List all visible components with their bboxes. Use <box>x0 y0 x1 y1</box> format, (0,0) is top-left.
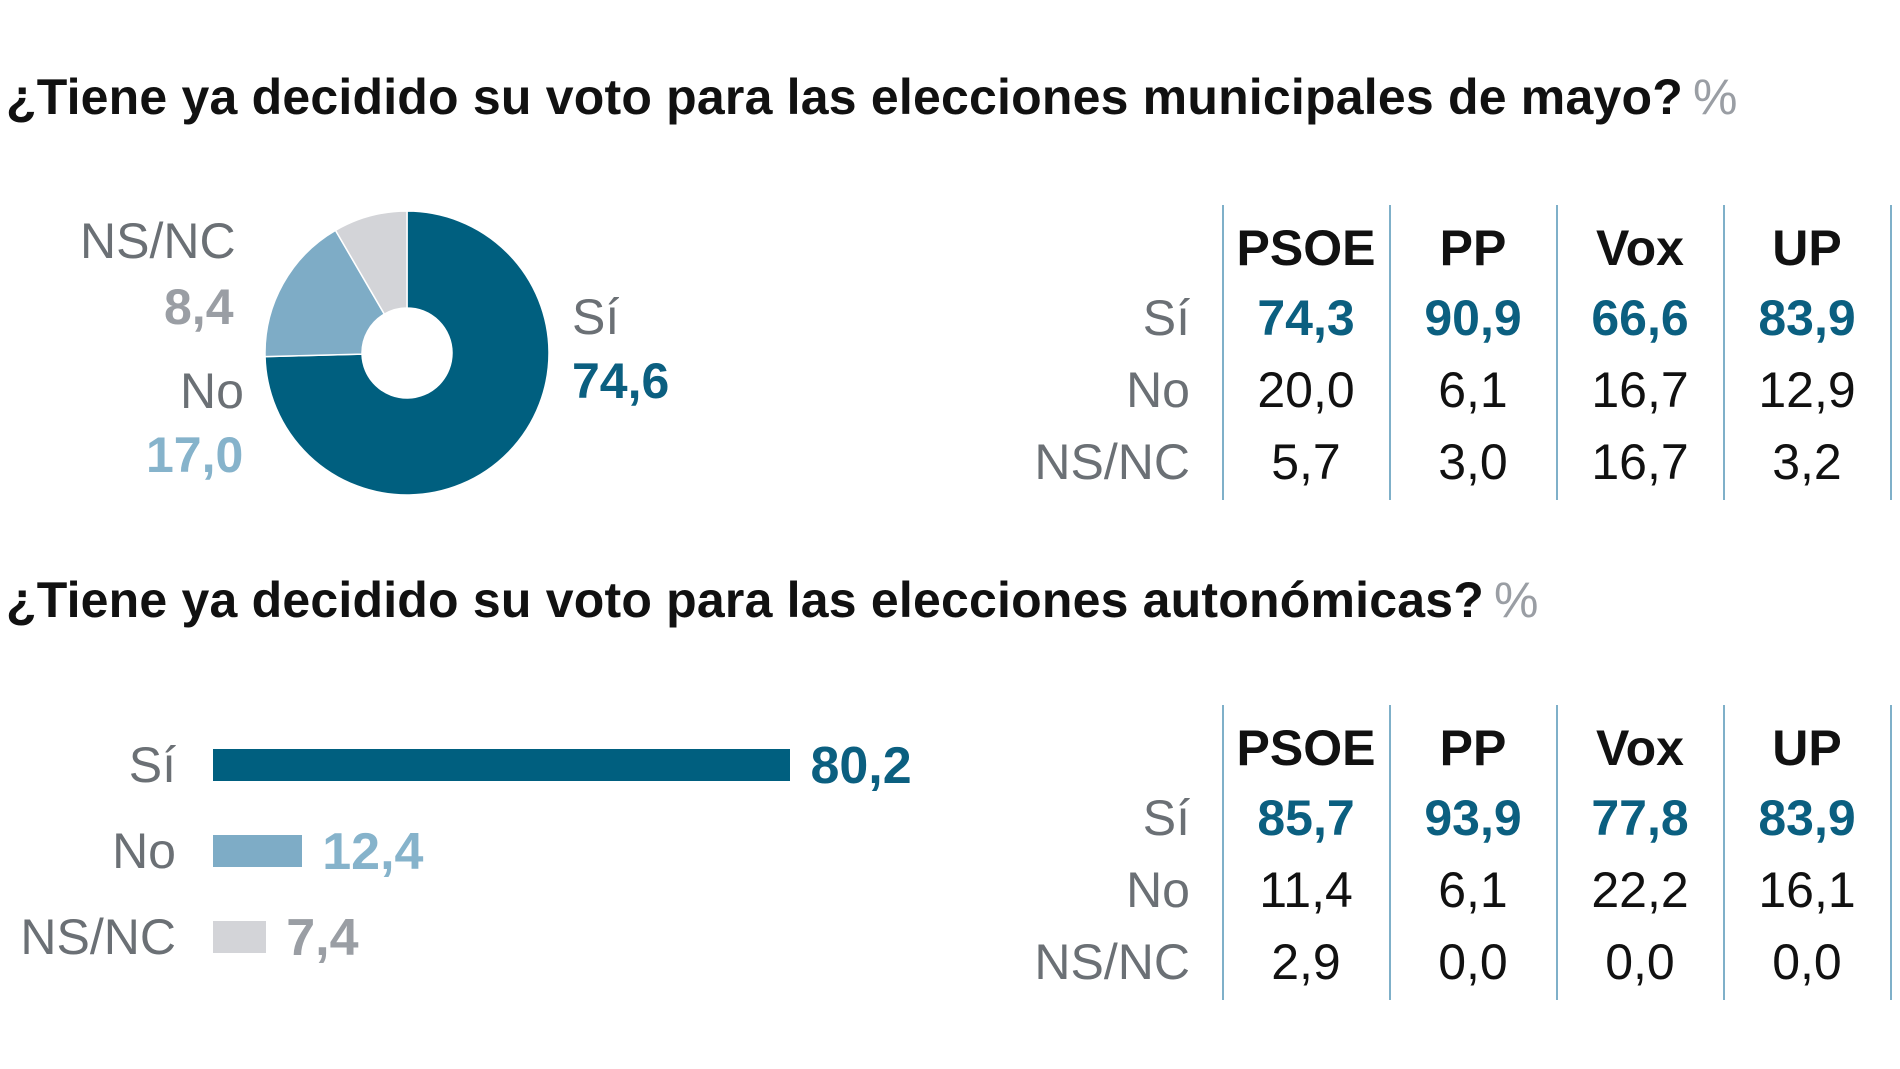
table-header-pp: PP <box>1439 220 1507 276</box>
bar-value-no: 12,4 <box>322 823 424 881</box>
table-cell: 20,0 <box>1257 362 1355 418</box>
table-autonomicas: PSOE PP Vox UP Sí 85,7 93,9 77,8 83,9 No… <box>1000 705 1900 1000</box>
table-divider <box>1556 705 1558 1000</box>
table-header-vox: Vox <box>1596 720 1684 776</box>
table-cell: 16,7 <box>1591 434 1689 490</box>
title-autonomicas-unit: % <box>1494 572 1539 628</box>
table-cell: 90,9 <box>1424 290 1522 346</box>
table-divider <box>1389 205 1391 500</box>
table-divider <box>1389 705 1391 1000</box>
title-autonomicas-text: ¿Tiene ya decidido su voto para las elec… <box>6 572 1485 628</box>
table-divider <box>1222 705 1224 1000</box>
pie-label-nsnc: NS/NC <box>80 213 236 269</box>
title-municipales-text: ¿Tiene ya decidido su voto para las elec… <box>6 69 1683 125</box>
donut-chart-municipales <box>264 210 550 496</box>
table-cell: 83,9 <box>1758 790 1856 846</box>
title-municipales-unit: % <box>1692 69 1738 125</box>
table-header-vox: Vox <box>1596 220 1684 276</box>
pie-slice-no <box>264 229 386 358</box>
table-row-label-si: Sí <box>1142 290 1190 346</box>
bar-label-nsnc: NS/NC <box>20 909 176 965</box>
table-cell: 11,4 <box>1259 862 1353 918</box>
table-divider <box>1222 205 1224 500</box>
table-row-label-nsnc: NS/NC <box>1034 434 1190 490</box>
bar-value-si: 80,2 <box>810 737 912 795</box>
table-cell: 22,2 <box>1591 862 1689 918</box>
table-municipales: PSOE PP Vox UP Sí 74,3 90,9 66,6 83,9 No… <box>1000 205 1900 500</box>
bar-value-nsnc: 7,4 <box>286 909 359 967</box>
title-autonomicas: ¿Tiene ya decidido su voto para las elec… <box>6 575 1539 625</box>
bar-label-no: No <box>112 823 176 879</box>
table-header-up: UP <box>1772 220 1842 276</box>
table-header-psoe: PSOE <box>1236 720 1376 776</box>
table-cell: 3,0 <box>1438 434 1508 490</box>
table-divider <box>1890 205 1892 500</box>
table-divider <box>1556 205 1558 500</box>
table-divider <box>1723 205 1725 500</box>
pie-slice-nsnc <box>334 210 408 316</box>
table-cell: 6,1 <box>1438 362 1508 418</box>
table-divider <box>1723 705 1725 1000</box>
table-row-label-no: No <box>1126 862 1190 918</box>
table-cell: 85,7 <box>1257 790 1355 846</box>
bar-nsnc <box>213 921 267 953</box>
table-cell: 93,9 <box>1424 790 1522 846</box>
table-cell: 5,7 <box>1271 434 1341 490</box>
bar-no <box>213 835 303 867</box>
table-cell: 6,1 <box>1438 862 1508 918</box>
pie-value-si: 74,6 <box>572 353 670 409</box>
table-header-up: UP <box>1772 720 1842 776</box>
bar-label-si: Sí <box>128 737 176 793</box>
table-cell: 16,7 <box>1591 362 1689 418</box>
table-cell: 0,0 <box>1438 934 1508 990</box>
table-divider <box>1890 705 1892 1000</box>
pie-slice-si <box>264 210 550 496</box>
table-header-psoe: PSOE <box>1236 220 1376 276</box>
title-municipales: ¿Tiene ya decidido su voto para las elec… <box>6 72 1738 122</box>
table-row-label-no: No <box>1126 362 1190 418</box>
table-cell: 66,6 <box>1591 290 1689 346</box>
table-row-label-nsnc: NS/NC <box>1034 934 1190 990</box>
table-cell: 12,9 <box>1758 362 1856 418</box>
table-header-pp: PP <box>1439 720 1507 776</box>
pie-value-no: 17,0 <box>146 427 244 483</box>
pie-value-nsnc: 8,4 <box>164 279 234 335</box>
table-cell: 0,0 <box>1605 934 1675 990</box>
table-row-label-si: Sí <box>1142 790 1190 846</box>
table-cell: 83,9 <box>1758 290 1856 346</box>
table-cell: 74,3 <box>1257 290 1355 346</box>
table-cell: 0,0 <box>1772 934 1842 990</box>
table-cell: 16,1 <box>1758 862 1856 918</box>
table-cell: 2,9 <box>1271 934 1341 990</box>
table-cell: 3,2 <box>1772 434 1842 490</box>
table-cell: 77,8 <box>1591 790 1689 846</box>
pie-label-si: Sí <box>572 289 620 345</box>
bar-si <box>213 749 791 781</box>
pie-label-no: No <box>180 363 244 419</box>
